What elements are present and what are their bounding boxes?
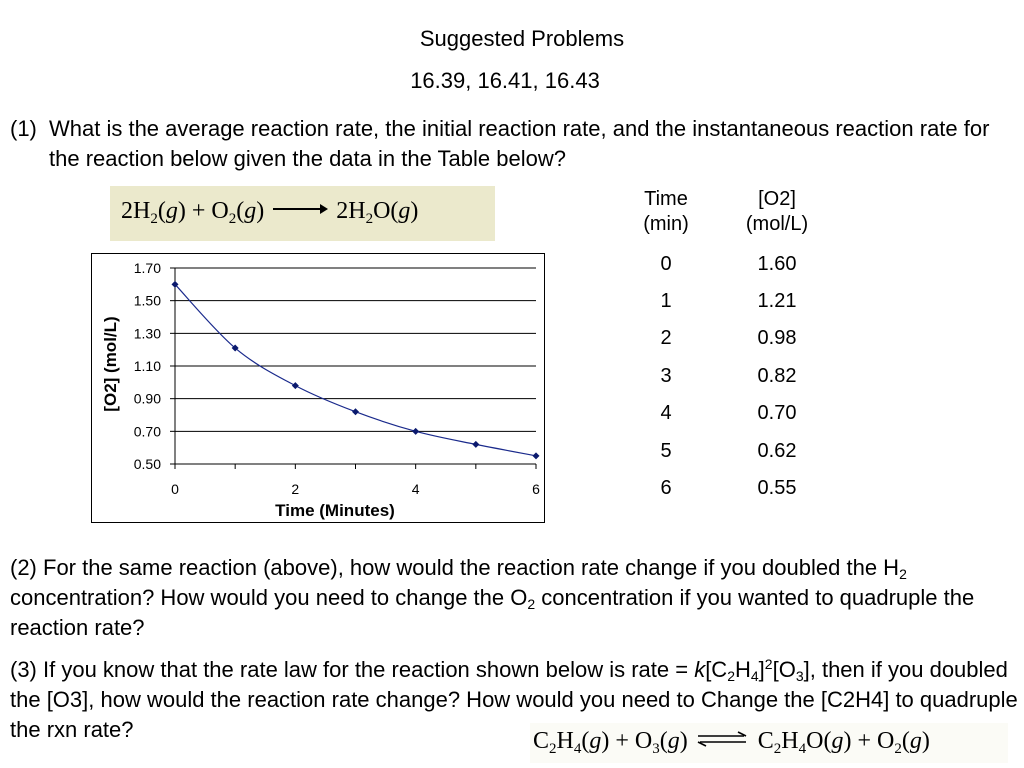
problem-numbers: 16.39, 16.41, 16.43 (410, 68, 600, 93)
subscript: 2 (527, 596, 536, 612)
question-2-text-a: (2) For the same reaction (above), how w… (10, 555, 900, 580)
chart-svg: 0.50 0.70 0.90 1.10 1.30 1.50 1.70 0 2 4 6 Time (M… (101, 260, 540, 520)
superscript: 2 (764, 656, 773, 672)
y-tick-label: 1.30 (134, 325, 161, 341)
table-column-time: Time (min) 0 1 2 3 4 5 6 (626, 187, 706, 499)
time-cell: 4 (660, 402, 672, 424)
text-part: ] (758, 657, 765, 682)
data-point (291, 382, 299, 390)
reaction-equation-1: 2H2(g) + O2(g) 2H2O(g) (110, 186, 495, 241)
conc-cell: 0.98 (757, 327, 797, 349)
y-tick-label: 1.10 (134, 358, 161, 374)
subscript: 2 (727, 668, 735, 684)
question-1: (1) What is the average reaction rate, t… (10, 114, 990, 174)
time-cell: 2 (660, 327, 672, 349)
question-1-text: What is the average reaction rate, the i… (49, 116, 990, 171)
data-point (472, 440, 480, 448)
y-tick-label: 0.90 (134, 391, 161, 407)
time-cell: 1 (660, 290, 672, 312)
table-column-conc: [O2] (mol/L) 1.60 1.21 0.98 0.82 0.70 0.… (727, 187, 827, 499)
rate-constant: k (694, 657, 706, 682)
equilibrium-arrow-icon (697, 731, 747, 747)
time-header-2: (min) (643, 213, 689, 235)
conc-header-1: [O2] (758, 188, 796, 210)
y-axis-label: [O2] (mol/L) (101, 316, 120, 411)
data-point (231, 344, 239, 352)
data-point (532, 452, 540, 460)
subscript: 3 (795, 668, 804, 684)
reaction-arrow-icon (273, 204, 329, 214)
x-axis-label: Time (Minutes) (275, 501, 395, 520)
conc-cell: 1.60 (757, 253, 797, 275)
x-tick-label: 4 (412, 481, 420, 497)
question-2-text-b: concentration? How would you need to cha… (10, 585, 528, 610)
conc-cell: 0.62 (757, 440, 797, 462)
conc-cell: 0.70 (757, 402, 797, 424)
conc-cell: 0.82 (757, 365, 797, 387)
time-cell: 6 (660, 477, 672, 499)
question-3-text-a: (3) If you know that the rate law for th… (10, 657, 695, 682)
data-point (352, 408, 359, 416)
y-tick-label: 0.50 (134, 456, 161, 472)
x-tick-label: 2 (291, 481, 299, 497)
data-point (171, 280, 179, 288)
y-tick-label: 1.50 (134, 293, 161, 309)
conc-header-2: (mol/L) (745, 213, 809, 235)
reaction-equation-2: C2H4(g) + O3(g) C2H4O(g) + O2(g) (530, 723, 1008, 763)
time-header-1: Time (644, 188, 688, 210)
text-part: H (734, 657, 751, 682)
time-cell: 3 (660, 365, 672, 387)
x-tick-label: 6 (532, 481, 540, 497)
page-title: Suggested Problems (419, 26, 625, 51)
y-tick-label: 1.70 (134, 260, 161, 276)
concentration-chart: 0.50 0.70 0.90 1.10 1.30 1.50 1.70 0 2 4 6 Time (M… (91, 253, 545, 523)
y-tick-label: 0.70 (134, 423, 161, 439)
conc-cell: 0.55 (757, 477, 797, 499)
question-3: (3) If you know that the rate law for th… (10, 655, 1020, 745)
series-line (174, 283, 537, 457)
question-1-number: (1) (10, 116, 37, 141)
text-part: [C (705, 657, 728, 682)
time-cell: 5 (660, 440, 672, 462)
question-3-text-b: ], then if you doubled the [O3], how wou… (10, 657, 1018, 742)
data-point (412, 427, 420, 435)
question-2-text-c: concentration if you wanted to quadruple… (10, 585, 975, 640)
text-part: [O (772, 657, 796, 682)
question-2: (2) For the same reaction (above), how w… (10, 553, 1020, 643)
subscript: 4 (750, 668, 759, 684)
conc-cell: 1.21 (757, 290, 797, 312)
subscript: 2 (899, 566, 907, 582)
time-cell: 0 (660, 253, 672, 275)
x-tick-label: 0 (171, 481, 179, 497)
